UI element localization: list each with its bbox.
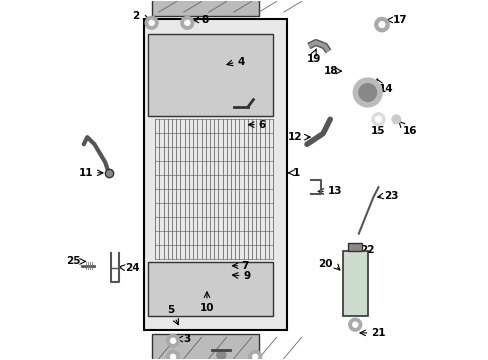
Circle shape — [348, 318, 361, 331]
Circle shape — [166, 350, 179, 360]
Circle shape — [184, 20, 190, 26]
Text: 8: 8 — [201, 15, 208, 25]
Circle shape — [371, 113, 384, 126]
Text: 9: 9 — [243, 271, 250, 281]
Circle shape — [252, 354, 258, 360]
Circle shape — [248, 350, 261, 360]
Circle shape — [145, 17, 158, 29]
Circle shape — [166, 334, 179, 347]
Text: 11: 11 — [79, 168, 93, 178]
Bar — [148, 262, 272, 316]
Text: 12: 12 — [287, 132, 302, 142]
Bar — [342, 251, 367, 316]
Text: 24: 24 — [125, 262, 140, 273]
Circle shape — [358, 84, 376, 102]
Text: 16: 16 — [402, 126, 416, 136]
Circle shape — [353, 78, 381, 107]
Text: 4: 4 — [237, 57, 244, 67]
Text: 2: 2 — [132, 12, 139, 21]
Text: 1: 1 — [292, 168, 299, 178]
Text: 19: 19 — [306, 54, 321, 64]
Bar — [151, 0, 258, 16]
Circle shape — [181, 17, 193, 29]
Text: 6: 6 — [258, 120, 265, 130]
Bar — [347, 243, 362, 251]
Text: 17: 17 — [391, 15, 406, 25]
Text: 18: 18 — [323, 66, 337, 76]
Circle shape — [374, 116, 381, 122]
Circle shape — [170, 338, 176, 343]
Circle shape — [148, 20, 154, 26]
Text: 3: 3 — [183, 334, 191, 344]
Text: 25: 25 — [65, 256, 80, 266]
Text: 22: 22 — [360, 245, 374, 255]
Text: 7: 7 — [241, 261, 248, 271]
Circle shape — [378, 22, 384, 27]
Circle shape — [391, 115, 400, 123]
Text: 21: 21 — [370, 328, 385, 338]
Bar — [144, 19, 287, 330]
Text: 10: 10 — [199, 303, 214, 313]
Text: 14: 14 — [378, 84, 392, 94]
Text: 20: 20 — [318, 259, 332, 269]
Circle shape — [374, 18, 388, 32]
Text: 15: 15 — [370, 126, 385, 136]
Text: 5: 5 — [167, 305, 175, 315]
Circle shape — [216, 350, 225, 360]
Text: 13: 13 — [326, 186, 341, 197]
Text: 23: 23 — [384, 191, 398, 201]
Circle shape — [170, 354, 176, 360]
Circle shape — [352, 322, 357, 328]
Bar — [148, 33, 272, 116]
Bar — [151, 334, 258, 360]
